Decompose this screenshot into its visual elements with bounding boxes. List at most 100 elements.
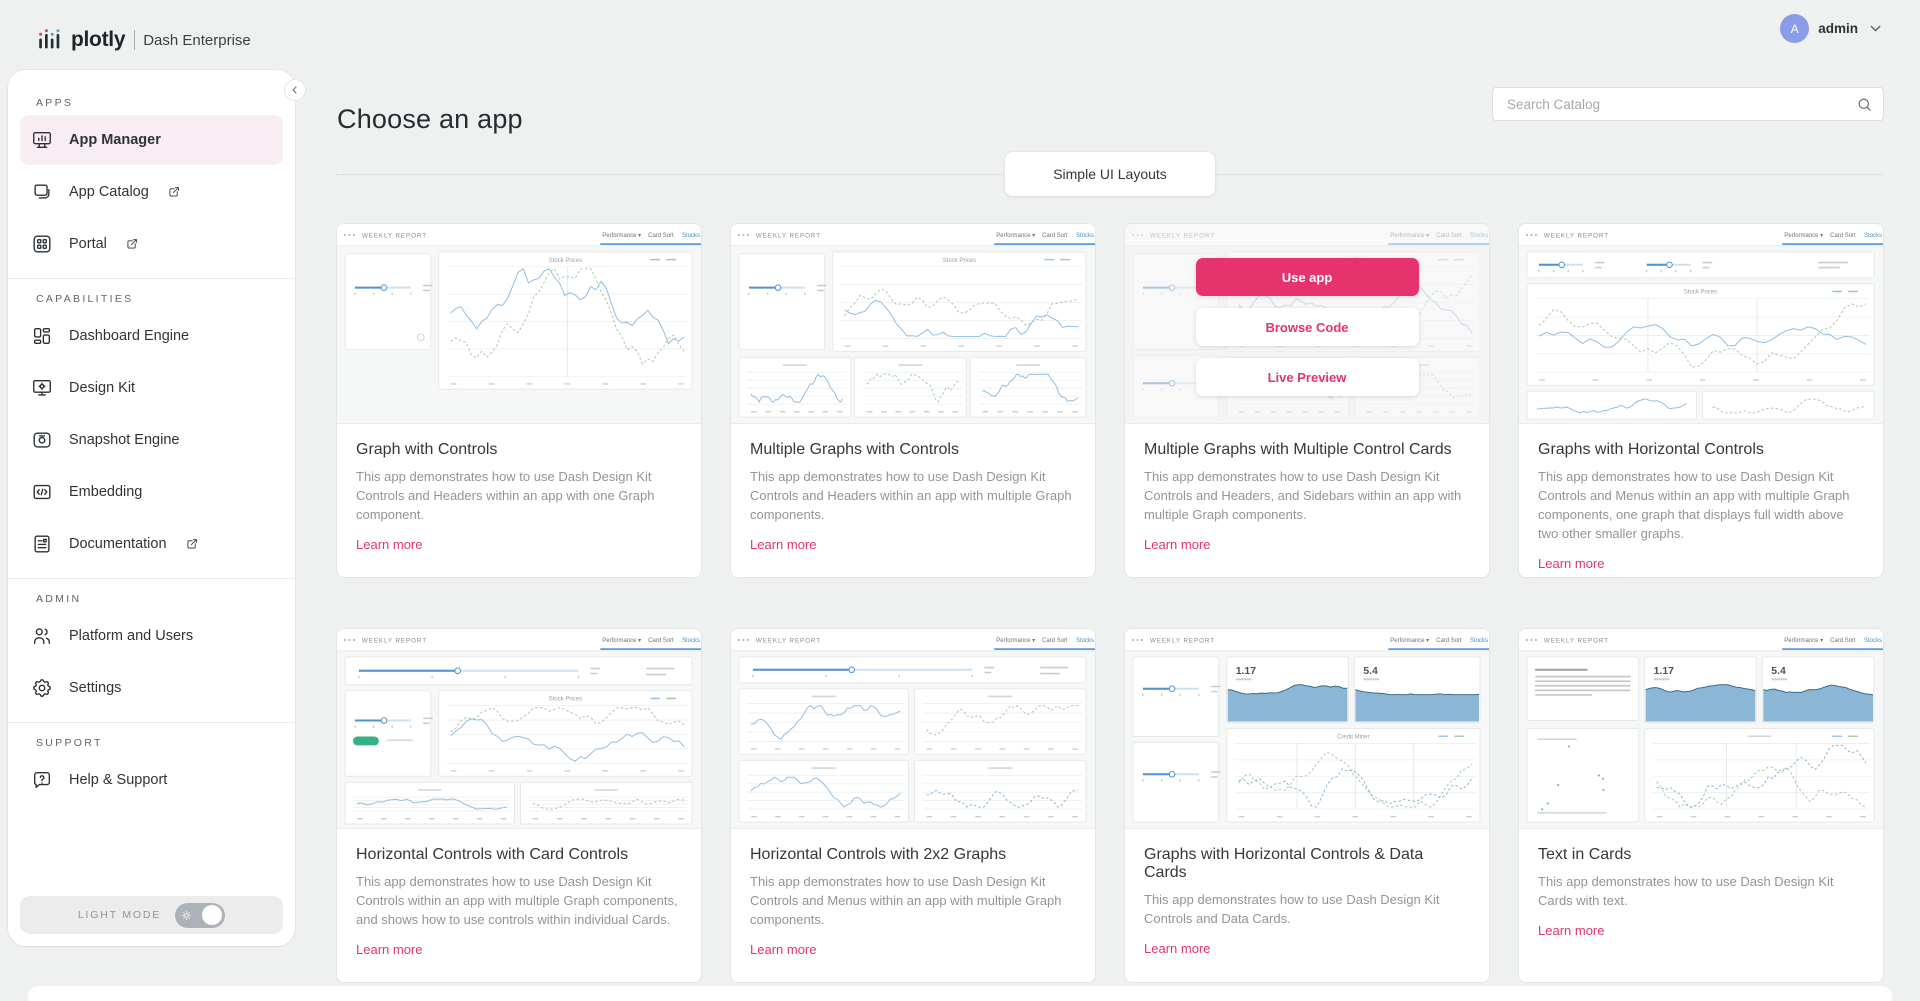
app-card-body: Graph with Controls This app demonstrate…	[337, 424, 701, 554]
svg-text:WEEKLY REPORT: WEEKLY REPORT	[756, 637, 821, 644]
app-card-title: Multiple Graphs with Multiple Control Ca…	[1144, 441, 1452, 458]
sidebar-section-label: APPS	[36, 97, 74, 109]
sidebar-item-dashboard-engine[interactable]: Dashboard Engine	[20, 311, 283, 361]
live-preview-button[interactable]: Live Preview	[1195, 358, 1419, 396]
app-card-description: This app demonstrates how to use Dash De…	[1144, 892, 1440, 926]
app-card-title: Horizontal Controls with Card Controls	[356, 846, 629, 863]
divider	[8, 722, 295, 723]
app-card-multiple-graphs-with-controls[interactable]: WEEKLY REPORT Performance ▾ Card Sort Stock…	[730, 223, 1096, 578]
svg-text:1.17: 1.17	[1236, 666, 1257, 677]
external-link-icon	[185, 537, 199, 551]
sidebar-collapse-button[interactable]	[284, 79, 306, 101]
app-card-graphs-with-horizontal-controls-data-cards[interactable]: WEEKLY REPORT Performance ▾ Card Sort Stock…	[1124, 628, 1490, 983]
svg-text:Performance ▾: Performance ▾	[1784, 233, 1823, 239]
learn-more-link[interactable]: Learn more	[356, 536, 423, 552]
search-input[interactable]	[1505, 95, 1856, 113]
app-thumbnail: WEEKLY REPORT Performance ▾ Card Sort Stock…	[337, 629, 701, 829]
sidebar-item-label: Platform and Users	[69, 628, 194, 644]
app-card-body: Horizontal Controls with Card Controls T…	[337, 829, 701, 959]
embedding-icon	[30, 480, 54, 504]
app-card-title: Multiple Graphs with Controls	[750, 441, 959, 458]
svg-text:Performance ▾: Performance ▾	[1784, 638, 1823, 644]
sidebar-item-label: Snapshot Engine	[69, 432, 180, 448]
sidebar-item-snapshot-engine[interactable]: Snapshot Engine	[20, 415, 283, 465]
app-card-description: This app demonstrates how to use Dash De…	[356, 469, 655, 522]
app-card-horizontal-controls-with-card-controls[interactable]: WEEKLY REPORT Performance ▾ Card Sort Stock…	[336, 628, 702, 983]
svg-text:Stock Prices: Stock Prices	[549, 258, 582, 264]
app-card-body: Graphs with Horizontal Controls & Data C…	[1125, 829, 1489, 958]
app-thumbnail: WEEKLY REPORT Performance ▾ Card Sort Stock…	[337, 224, 701, 424]
learn-more-link[interactable]: Learn more	[750, 536, 817, 552]
svg-text:Performance ▾: Performance ▾	[602, 233, 641, 239]
svg-text:Stocks: Stocks	[682, 233, 700, 239]
sidebar-item-app-manager[interactable]: App Manager	[20, 115, 283, 165]
svg-text:WEEKLY REPORT: WEEKLY REPORT	[362, 232, 427, 239]
svg-text:Card Sort: Card Sort	[1042, 233, 1068, 239]
svg-text:Stocks: Stocks	[1076, 638, 1094, 644]
app-card-description: This app demonstrates how to use Dash De…	[750, 469, 1072, 522]
learn-more-link[interactable]: Learn more	[750, 941, 817, 957]
light-mode-toggle[interactable]	[175, 902, 226, 928]
app-card-body: Graphs with Horizontal Controls This app…	[1519, 424, 1883, 573]
users-icon	[30, 624, 54, 648]
learn-more-link[interactable]: Learn more	[1538, 922, 1605, 938]
sidebar-item-portal[interactable]: Portal	[20, 219, 283, 269]
sidebar-item-settings[interactable]: Settings	[20, 663, 283, 713]
svg-text:WEEKLY REPORT: WEEKLY REPORT	[1544, 232, 1609, 239]
sidebar-item-label: Documentation	[69, 536, 167, 552]
sidebar-item-design-kit[interactable]: Design Kit	[20, 363, 283, 413]
svg-text:Card Sort: Card Sort	[648, 233, 674, 239]
svg-text:1.17: 1.17	[1654, 666, 1675, 677]
svg-text:Performance ▾: Performance ▾	[1390, 638, 1429, 644]
app-thumbnail: WEEKLY REPORT Performance ▾ Card Sort Stock…	[1125, 629, 1489, 829]
app-card-description: This app demonstrates how to use Dash De…	[1538, 469, 1850, 541]
svg-text:Stock Prices: Stock Prices	[1684, 290, 1717, 296]
next-row-peek	[28, 986, 1892, 1001]
sidebar-section-capabilities: CAPABILITIES Dashboard Engine Design Kit…	[8, 293, 295, 569]
sidebar-section-label: SUPPORT	[36, 737, 103, 749]
svg-text:Performance ▾: Performance ▾	[602, 638, 641, 644]
app-card-graphs-with-horizontal-controls[interactable]: WEEKLY REPORT Performance ▾ Card Sort Stock…	[1518, 223, 1884, 578]
search-icon	[1856, 96, 1873, 113]
product-name: Dash Enterprise	[143, 31, 251, 49]
app-card-hover-overlay: Use app Browse Code Live Preview	[1125, 224, 1489, 423]
page-title: Choose an app	[337, 104, 523, 135]
app-card-horizontal-controls-with-2x2-graphs[interactable]: WEEKLY REPORT Performance ▾ Card Sort Stock…	[730, 628, 1096, 983]
sidebar-section-support: SUPPORT Help & Support	[8, 737, 295, 805]
sidebar-item-documentation[interactable]: Documentation	[20, 519, 283, 569]
svg-text:Stocks: Stocks	[1470, 638, 1488, 644]
sidebar-item-embedding[interactable]: Embedding	[20, 467, 283, 517]
learn-more-link[interactable]: Learn more	[1144, 940, 1211, 956]
app-card-graph-with-controls[interactable]: WEEKLY REPORT Performance ▾ Card Sort Stock…	[336, 223, 702, 578]
svg-text:Stock Prices: Stock Prices	[549, 697, 582, 703]
logo-wordmark: plotly	[71, 28, 126, 51]
sidebar-section-apps: APPS App Manager App Catalog Portal	[8, 97, 295, 269]
learn-more-link[interactable]: Learn more	[1538, 555, 1605, 571]
app-card-text-in-cards[interactable]: WEEKLY REPORT Performance ▾ Card Sort Stock…	[1518, 628, 1884, 983]
plotly-logo: plotly Dash Enterprise	[36, 27, 251, 53]
sidebar-item-app-catalog[interactable]: App Catalog	[20, 167, 283, 217]
learn-more-link[interactable]: Learn more	[356, 941, 423, 957]
app-card-description: This app demonstrates how to use Dash De…	[356, 874, 678, 927]
documentation-icon	[30, 532, 54, 556]
use-app-button[interactable]: Use app	[1195, 258, 1419, 296]
svg-text:Credit Miner: Credit Miner	[1337, 734, 1370, 740]
svg-text:Card Sort: Card Sort	[1830, 638, 1856, 644]
light-mode-control: LIGHT MODE	[20, 896, 283, 934]
category-chip: Simple UI Layouts	[1005, 152, 1215, 196]
sidebar-item-platform-and-users[interactable]: Platform and Users	[20, 611, 283, 661]
app-card-grid: WEEKLY REPORT Performance ▾ Card Sort Stock…	[336, 223, 1884, 983]
learn-more-link[interactable]: Learn more	[1144, 536, 1211, 552]
sidebar-item-help-support[interactable]: Help & Support	[20, 755, 283, 805]
app-card-description: This app demonstrates how to use Dash De…	[1144, 469, 1462, 522]
sidebar-item-label: Portal	[69, 236, 107, 252]
svg-text:WEEKLY REPORT: WEEKLY REPORT	[756, 232, 821, 239]
svg-text:Card Sort: Card Sort	[648, 638, 674, 644]
app-thumbnail: WEEKLY REPORT Performance ▾ Card Sort Stock…	[1519, 629, 1883, 829]
svg-text:5.4: 5.4	[1363, 666, 1378, 677]
user-menu[interactable]: A admin	[1780, 14, 1884, 43]
browse-code-button[interactable]: Browse Code	[1195, 308, 1419, 346]
app-thumbnail: WEEKLY REPORT Performance ▾ Card Sort Stock…	[731, 224, 1095, 424]
sidebar-item-label: Dashboard Engine	[69, 328, 190, 344]
